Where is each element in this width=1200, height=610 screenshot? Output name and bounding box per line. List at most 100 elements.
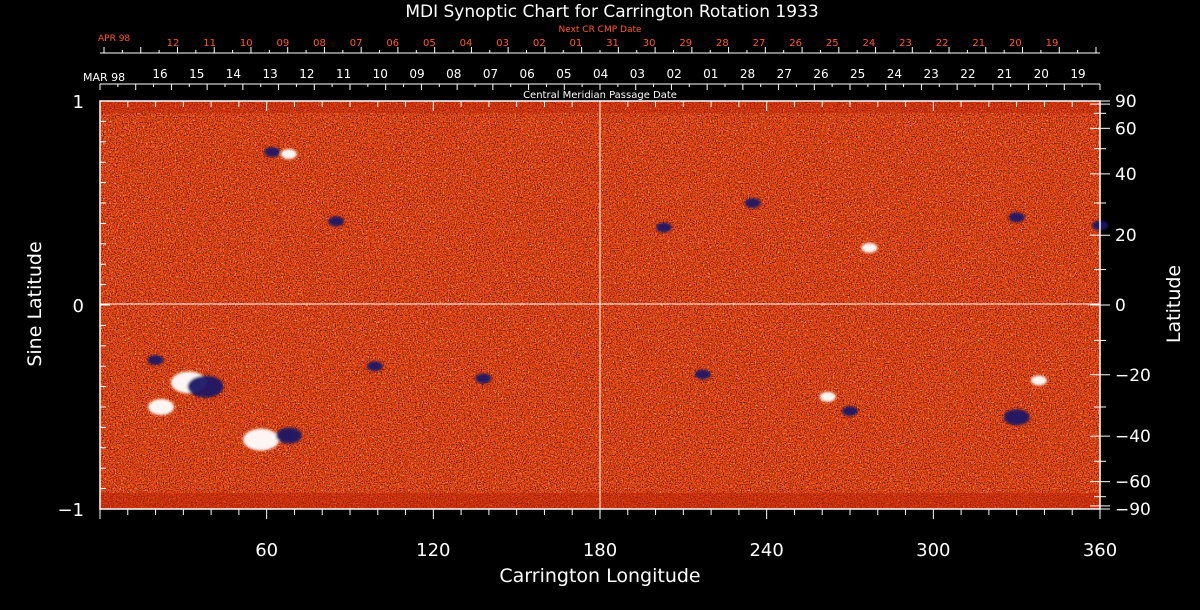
chart-title: MDI Synoptic Chart for Carrington Rotati… [405,2,818,22]
left-tick-label: 1 [73,92,84,113]
next-cmp-date-label: 24 [863,38,876,49]
left-y-axis: 1 0 −1 [57,92,110,521]
right-tick-label: 60 [1115,119,1137,139]
positive-polarity-region [243,428,280,451]
negative-polarity-region [264,147,281,157]
cmp-date-label: 19 [1070,67,1085,81]
next-cmp-date-label: 26 [789,38,802,49]
negative-polarity-region [744,198,761,208]
next-cmp-date-label: 03 [496,38,509,49]
cmp-date-label: 15 [189,67,204,81]
cmp-date-label: 28 [740,67,755,81]
right-tick-label: −90 [1115,500,1151,520]
next-cmp-date-label: 28 [716,38,729,49]
cmp-date-label: 05 [556,67,571,81]
x-axis: 60 120 180 240 300 360 [99,101,1117,561]
magnetogram-map [99,100,1108,510]
next-cmp-axis: Next CR CMP Date APR 98 12 11 10 09 08 07 06 05… [98,25,1100,54]
cmp-date-label: 25 [850,67,865,81]
negative-polarity-region [842,406,858,417]
next-cmp-date-label: 01 [570,38,583,49]
next-cmp-date-label: 04 [460,38,473,49]
cmp-date-label: 10 [373,67,388,81]
negative-polarity-region [475,373,492,384]
x-tick-label: 180 [583,540,617,561]
negative-polarity-region [275,427,302,444]
positive-polarity-region [1030,375,1047,386]
right-y-axis: 90 60 40 20 0 −20 −40 −60 −90 [1090,92,1151,520]
next-cmp-axis-title: Next CR CMP Date [558,25,642,35]
cmp-date-axis: MAR 98 16 15 14 13 12 11 10 09 08 07 06 05 04 03 02 01 2… [83,67,1101,101]
cmp-date-label: 22 [960,67,975,81]
next-cmp-date-label: 12 [167,38,180,49]
left-y-axis-label: Sine Latitude [24,241,46,366]
next-cmp-date-label: 22 [936,38,949,49]
next-cmp-date-label: 31 [606,38,619,49]
right-tick-label: −40 [1115,427,1151,447]
next-cmp-date-label: 06 [386,38,399,49]
cmp-date-label: 01 [703,67,718,81]
cmp-date-label: 02 [666,67,681,81]
cmp-axis-title: Central Meridian Passage Date [523,90,677,101]
cmp-date-label: 14 [226,67,241,81]
right-tick-label: 20 [1115,226,1137,246]
cmp-date-label: 06 [520,67,535,81]
x-tick-label: 300 [916,540,950,561]
negative-polarity-region [187,375,224,398]
cmp-date-label: 11 [336,67,351,81]
next-cmp-date-label: 29 [679,38,692,49]
cmp-date-label: 07 [483,67,498,81]
negative-polarity-region [1003,409,1030,426]
next-cmp-date-label: 23 [899,38,912,49]
positive-polarity-region [861,242,878,253]
x-axis-label: Carrington Longitude [499,565,700,587]
cmp-date-label: 20 [1034,67,1049,81]
negative-polarity-region [367,361,383,372]
next-cmp-date-label: 20 [1009,38,1022,49]
next-cmp-date-label: 05 [423,38,436,49]
next-cmp-date-label: 11 [203,38,216,49]
positive-polarity-region [280,149,297,160]
cmp-date-label: 24 [887,67,902,81]
x-tick-label: 60 [255,540,278,561]
cmp-date-label: 16 [152,67,167,81]
right-tick-label: −60 [1115,473,1151,493]
right-tick-label: 40 [1115,165,1137,185]
x-tick-label: 120 [416,540,450,561]
next-cmp-date-label: 30 [643,38,656,49]
x-tick-label: 360 [1083,540,1117,561]
cmp-date-label: 23 [923,67,938,81]
x-tick-label: 240 [749,540,783,561]
cmp-date-label: 08 [446,67,461,81]
next-cmp-date-label: 21 [972,38,985,49]
next-cmp-date-label: 02 [533,38,546,49]
cmp-date-label: 04 [593,67,608,81]
negative-polarity-region [1008,212,1025,223]
cmp-date-label: 03 [630,67,645,81]
next-cmp-date-label: 25 [826,38,839,49]
cmp-axis-month: MAR 98 [83,71,125,84]
right-y-axis-label: Latitude [1163,265,1185,343]
negative-polarity-region [328,216,345,227]
positive-polarity-region [819,391,836,402]
cmp-date-label: 12 [299,67,314,81]
right-tick-label: −20 [1115,366,1151,386]
cmp-date-label: 27 [777,67,792,81]
right-tick-label: 90 [1115,92,1137,112]
right-tick-label: 0 [1115,296,1126,316]
next-cmp-axis-month: APR 98 [98,34,130,44]
cmp-date-label: 26 [813,67,828,81]
negative-polarity-region [694,369,711,380]
next-cmp-date-label: 07 [350,38,363,49]
positive-polarity-region [148,399,175,415]
cmp-date-label: 21 [997,67,1012,81]
cmp-date-label: 13 [263,67,278,81]
next-cmp-date-label: 27 [753,38,766,49]
negative-polarity-region [147,355,164,366]
cmp-date-label: 09 [409,67,424,81]
left-tick-label: −1 [57,500,84,521]
next-cmp-date-label: 09 [277,38,290,49]
next-cmp-date-label: 10 [240,38,253,49]
left-tick-label: 0 [73,296,84,317]
